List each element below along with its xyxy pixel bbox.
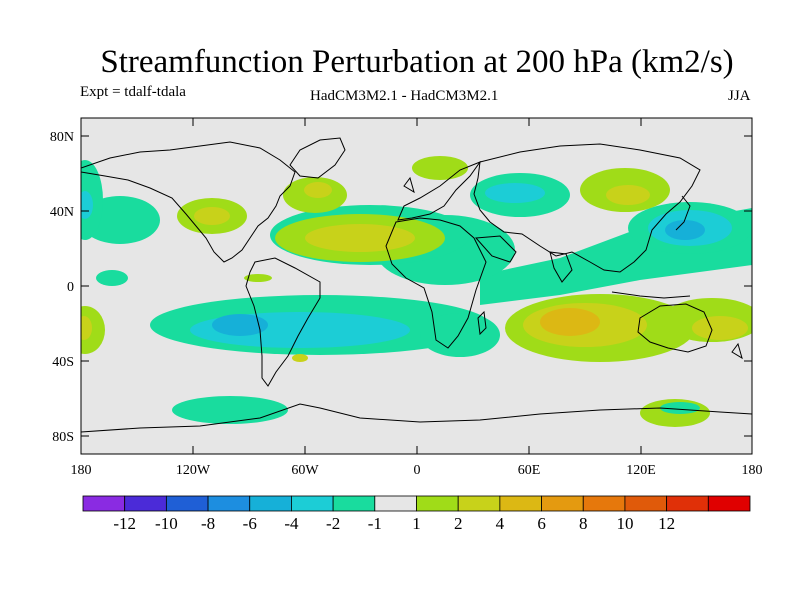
contour-eurasia-cyan — [485, 183, 545, 203]
colorbar-swatch — [291, 495, 334, 512]
lat-label-0: 0 — [67, 280, 74, 295]
lat-label-40s: 40S — [52, 355, 74, 370]
season-label: JJA — [728, 88, 751, 104]
colorbar-label: -10 — [155, 514, 178, 533]
contour-indian-gold — [540, 308, 600, 336]
contour-greenland-olive — [304, 182, 332, 198]
colorbar-label: 1 — [412, 514, 421, 533]
lon-label-0: 0 — [414, 463, 421, 478]
contour-south-africa-green — [420, 313, 500, 357]
contour-tropical-pacific-green — [96, 270, 128, 286]
contour-west-pacific-blue — [665, 220, 705, 240]
models-label: HadCM3M2.1 - HadCM3M2.1 — [310, 88, 499, 104]
contour-north-atlantic-olive — [305, 224, 415, 252]
colorbar-swatch — [165, 495, 209, 512]
contour-california-olive — [194, 207, 230, 225]
colorbar-swatch — [124, 495, 167, 512]
colorbar-label: -4 — [284, 514, 299, 533]
colorbar-swatch — [374, 495, 417, 512]
lat-label-40n: 40N — [50, 205, 74, 220]
colorbar-label: -8 — [201, 514, 215, 533]
experiment-label: Expt = tdalf-tdala — [80, 84, 186, 100]
colorbar-swatch — [582, 495, 626, 512]
colorbar-label: 8 — [579, 514, 588, 533]
lon-ticks — [80, 118, 753, 454]
colorbar-label: 6 — [537, 514, 546, 533]
colorbar-label: -6 — [243, 514, 257, 533]
lat-label-80s: 80S — [52, 430, 74, 445]
colorbar-label: 10 — [616, 514, 633, 533]
colorbar-label: 12 — [658, 514, 675, 533]
colorbar-label: -1 — [368, 514, 382, 533]
coastlines — [81, 137, 752, 433]
field-contours — [81, 156, 752, 427]
colorbar-label: -2 — [326, 514, 340, 533]
contour-west-edge-cyan — [81, 191, 93, 219]
colorbar-label: 4 — [496, 514, 505, 533]
colorbar: -12 -10 -8 -6 -4 -2 -1 1 2 4 6 8 10 12 — [82, 495, 751, 533]
contour-antarctic-green — [172, 396, 288, 424]
colorbar-swatch — [666, 495, 709, 512]
lat-label-80n: 80N — [50, 130, 74, 145]
lon-label-120e: 120E — [626, 463, 656, 478]
lat-ticks — [81, 135, 752, 437]
colorbar-swatch — [707, 495, 751, 512]
colorbar-swatch — [249, 495, 292, 512]
colorbar-swatch — [332, 495, 376, 512]
contour-australia-east-olive — [692, 316, 748, 340]
colorbar-swatch — [541, 495, 584, 512]
colorbar-swatch — [207, 495, 251, 512]
colorbar-swatch — [457, 495, 501, 512]
lon-label-60e: 60E — [518, 463, 541, 478]
colorbar-label: 2 — [454, 514, 463, 533]
contour-south-pacific-blue — [212, 314, 268, 336]
contour-antarctic-green-east — [660, 402, 700, 414]
colorbar-swatch — [82, 495, 126, 512]
colorbar-label: -12 — [113, 514, 136, 533]
contour-west-edge-olive — [81, 316, 92, 340]
lon-label-180w: 180 — [71, 463, 92, 478]
contour-mongolia-olive — [606, 185, 650, 205]
colorbar-swatch — [416, 495, 459, 512]
colorbar-swatch — [499, 495, 542, 512]
lon-label-180e: 180 — [742, 463, 763, 478]
lon-label-120w: 120W — [176, 463, 211, 478]
contour-brazil-lime — [244, 274, 272, 282]
map-title: Streamfunction Perturbation at 200 hPa (… — [100, 44, 734, 80]
colorbar-swatch — [624, 495, 668, 512]
lon-label-60w: 60W — [291, 463, 319, 478]
contour-south-america-olive — [292, 354, 308, 362]
contour-scandinavia-lime — [412, 156, 468, 180]
